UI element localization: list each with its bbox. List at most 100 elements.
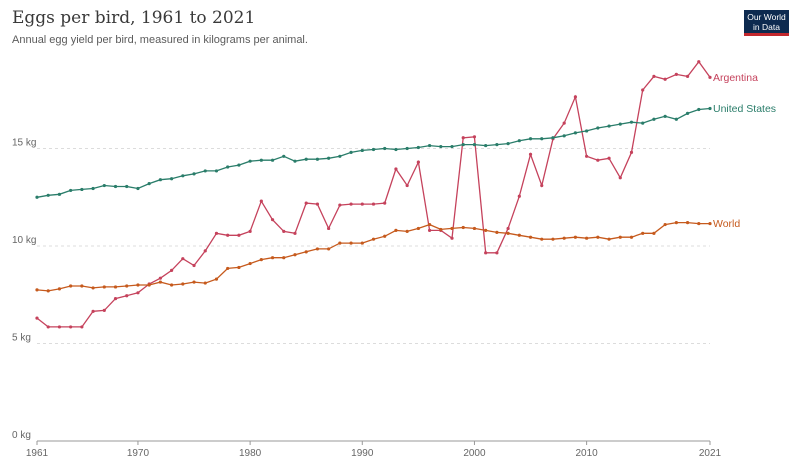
data-point-argentina[interactable] [35,316,39,320]
data-point-world[interactable] [349,241,353,245]
series-line-argentina[interactable] [36,60,711,328]
data-point-world[interactable] [69,284,73,288]
data-point-united-states[interactable] [506,142,510,146]
series-line-world[interactable] [36,221,710,292]
data-point-argentina[interactable] [517,194,521,198]
data-point-united-states[interactable] [203,169,207,173]
data-point-united-states[interactable] [147,182,151,186]
data-point-argentina[interactable] [641,88,645,92]
data-point-united-states[interactable] [248,159,252,163]
data-point-united-states[interactable] [528,137,533,141]
data-point-united-states[interactable] [226,165,230,169]
data-point-world[interactable] [46,289,50,293]
data-point-argentina[interactable] [450,236,454,240]
data-point-united-states[interactable] [629,120,634,124]
data-point-united-states[interactable] [641,121,645,125]
data-point-argentina[interactable] [540,183,544,188]
data-point-united-states[interactable] [125,184,129,189]
data-point-world[interactable] [484,228,488,232]
data-point-united-states[interactable] [35,195,39,199]
data-point-argentina[interactable] [607,156,611,160]
data-point-united-states[interactable] [405,146,409,151]
data-point-world[interactable] [248,261,252,266]
data-point-united-states[interactable] [607,124,611,128]
data-point-united-states[interactable] [113,184,118,189]
data-point-argentina[interactable] [181,257,185,261]
data-point-argentina[interactable] [338,203,342,207]
data-point-united-states[interactable] [674,117,678,121]
data-point-united-states[interactable] [360,148,364,153]
data-point-argentina[interactable] [427,228,432,232]
data-point-world[interactable] [214,277,219,281]
data-point-world[interactable] [170,283,174,287]
data-point-united-states[interactable] [618,122,622,126]
data-point-world[interactable] [517,233,521,237]
data-point-world[interactable] [562,236,566,240]
data-point-world[interactable] [158,280,162,284]
data-point-argentina[interactable] [697,60,701,64]
data-point-argentina[interactable] [136,291,140,295]
data-point-world[interactable] [304,250,308,254]
data-point-argentina[interactable] [562,121,566,125]
data-point-argentina[interactable] [46,325,50,329]
data-point-united-states[interactable] [383,146,387,151]
data-point-argentina[interactable] [349,202,353,206]
data-point-world[interactable] [585,236,589,240]
data-point-united-states[interactable] [349,150,353,154]
data-point-united-states[interactable] [394,147,398,152]
data-point-united-states[interactable] [102,183,106,188]
data-point-world[interactable] [113,285,118,289]
data-point-world[interactable] [203,281,207,285]
data-point-united-states[interactable] [371,147,376,152]
data-point-world[interactable] [394,228,398,232]
data-point-argentina[interactable] [304,201,308,205]
data-point-world[interactable] [618,235,622,239]
data-point-united-states[interactable] [282,154,286,158]
data-point-argentina[interactable] [495,251,499,255]
data-point-argentina[interactable] [80,325,84,329]
data-point-world[interactable] [192,280,196,284]
data-point-world[interactable] [383,234,387,238]
data-point-argentina[interactable] [685,74,690,78]
data-point-world[interactable] [528,235,533,239]
data-point-united-states[interactable] [517,139,521,143]
data-point-world[interactable] [472,226,477,231]
data-point-united-states[interactable] [685,111,690,115]
data-point-argentina[interactable] [416,160,420,164]
data-point-united-states[interactable] [562,134,566,138]
data-point-united-states[interactable] [450,144,454,149]
data-point-world[interactable] [506,231,510,235]
data-point-argentina[interactable] [170,268,174,272]
data-point-argentina[interactable] [69,325,73,329]
data-point-united-states[interactable] [293,159,297,163]
data-point-world[interactable] [237,265,241,270]
owid-logo[interactable]: Our World in Data [744,10,789,36]
data-point-united-states[interactable] [181,174,185,178]
data-point-world[interactable] [405,229,409,233]
data-point-argentina[interactable] [585,154,589,158]
data-point-argentina[interactable] [237,233,241,237]
data-point-argentina[interactable] [192,263,196,268]
data-point-united-states[interactable] [697,107,701,112]
data-point-united-states[interactable] [540,137,544,141]
data-point-world[interactable] [439,227,443,232]
data-point-world[interactable] [674,221,678,225]
data-point-united-states[interactable] [338,154,342,158]
data-point-argentina[interactable] [383,201,387,205]
data-point-world[interactable] [540,237,544,241]
data-point-united-states[interactable] [136,186,140,191]
data-point-world[interactable] [416,226,420,231]
data-point-argentina[interactable] [226,233,230,237]
data-point-world[interactable] [495,230,499,234]
data-point-world[interactable] [57,287,62,291]
data-point-world[interactable] [708,221,712,226]
data-point-united-states[interactable] [427,143,432,148]
data-point-united-states[interactable] [80,187,84,192]
data-point-world[interactable] [259,258,263,262]
data-point-united-states[interactable] [484,143,488,148]
data-point-argentina[interactable] [663,77,667,81]
data-point-united-states[interactable] [192,172,196,176]
data-point-argentina[interactable] [371,202,376,206]
data-point-world[interactable] [136,283,140,287]
data-point-united-states[interactable] [596,126,600,130]
